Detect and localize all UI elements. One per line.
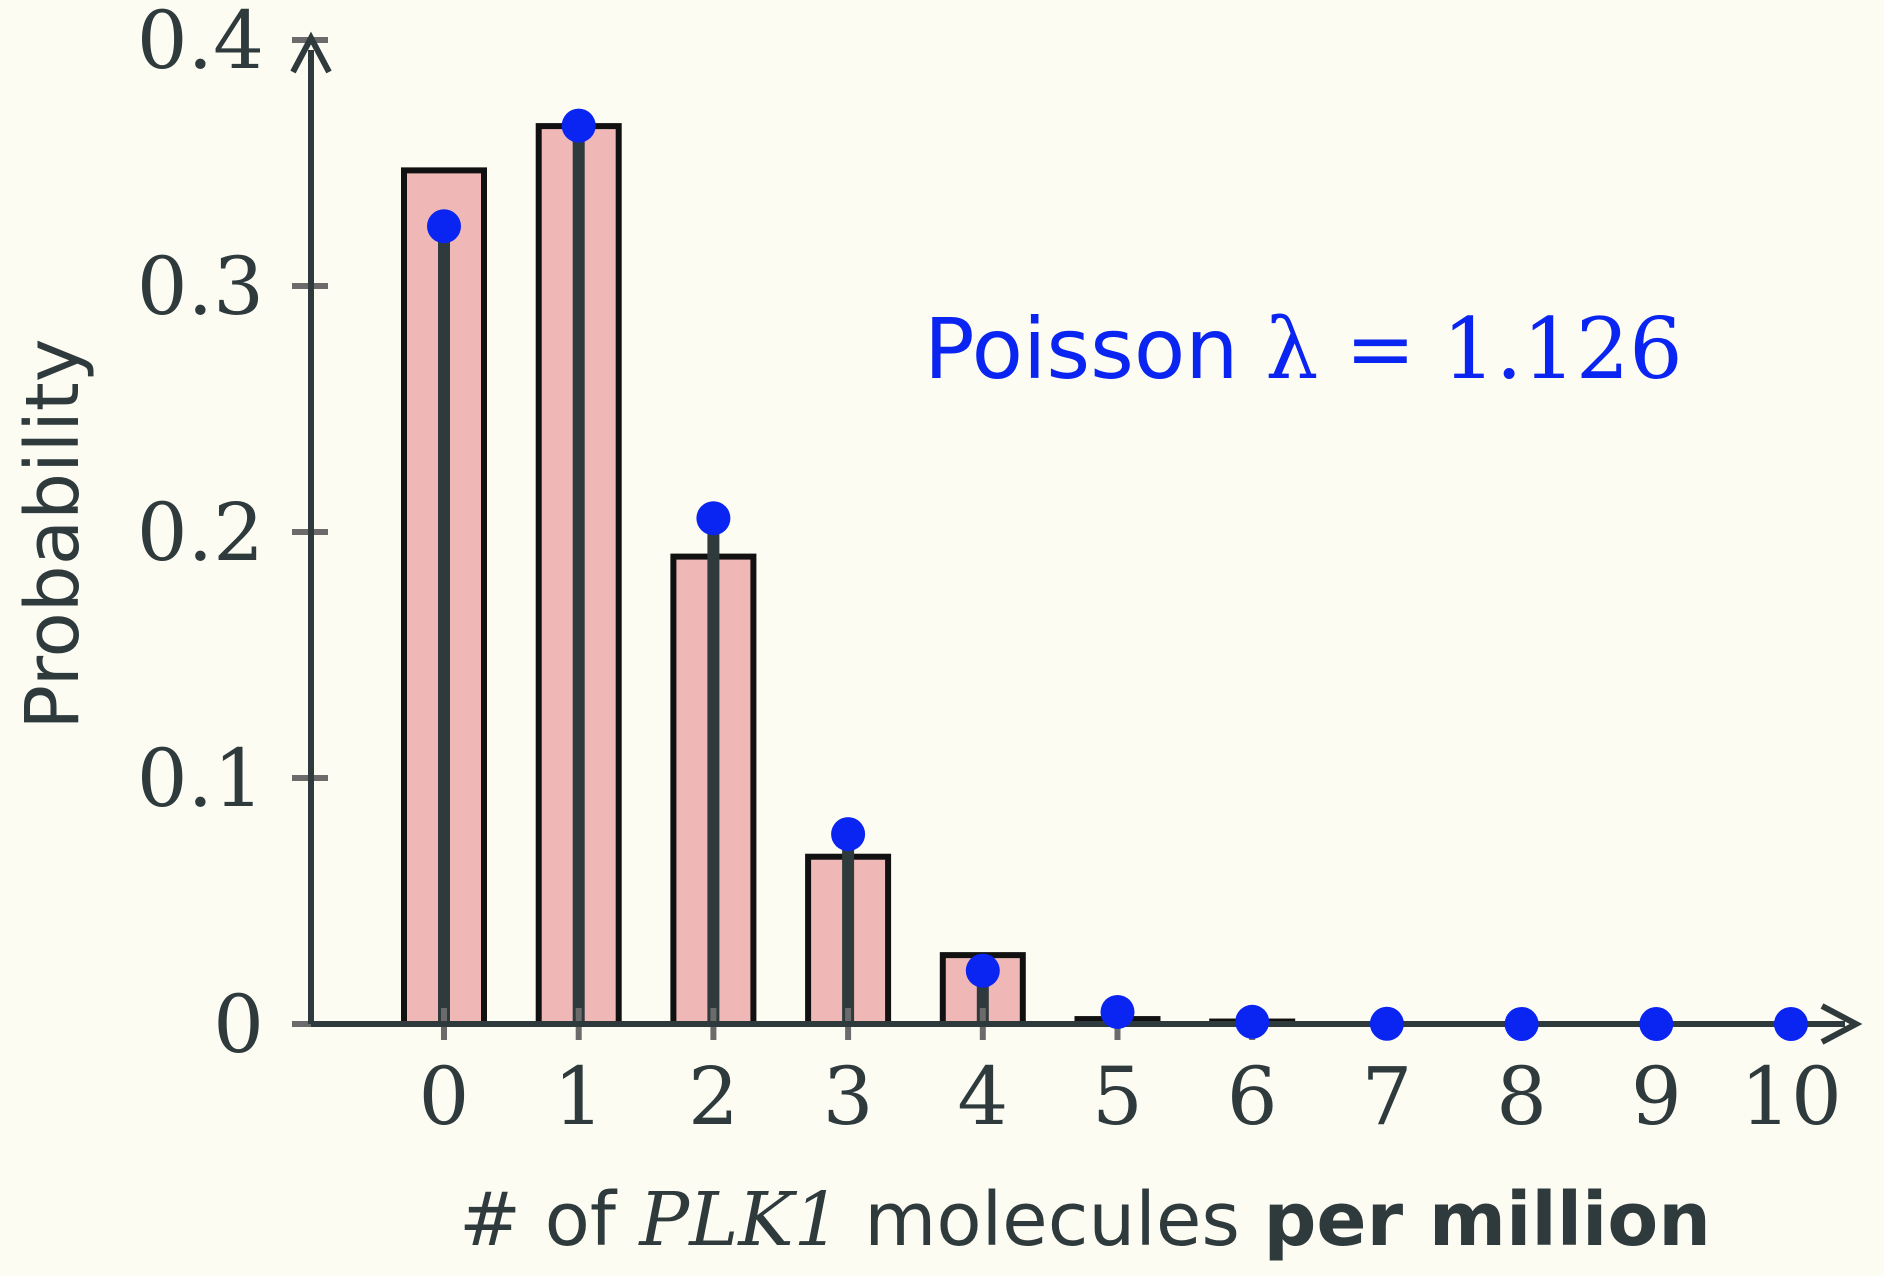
x-tick-label-10: 10	[1740, 1050, 1842, 1143]
marker-1	[561, 108, 596, 143]
x-tick-label-6: 6	[1227, 1050, 1278, 1143]
y-tick-label-0: 0	[213, 978, 264, 1071]
annotation-math: λ = 1.126	[1265, 300, 1683, 398]
annotation-text: Poisson	[924, 300, 1265, 398]
x-tick-label-5: 5	[1092, 1050, 1143, 1143]
x-tick-label-0: 0	[419, 1050, 470, 1143]
x-tick-label-8: 8	[1496, 1050, 1547, 1143]
stem-series	[438, 125, 1393, 1024]
y-tick-label-3: 0.3	[137, 240, 264, 333]
marker-2	[696, 501, 731, 536]
marker-8	[1504, 1007, 1539, 1041]
x-axis-arrow	[1820, 1003, 1863, 1045]
x-tick-label-1: 1	[553, 1050, 604, 1143]
marker-6	[1235, 1004, 1270, 1039]
marker-9	[1639, 1007, 1674, 1041]
x-axis-title: # of PLK1 molecules per million	[459, 1177, 1711, 1263]
y-ticks: 0 0.1 0.2 0.3 0.4	[137, 0, 328, 1071]
x-axis-title-gene: PLK1	[637, 1177, 840, 1263]
x-axis-title-middle: molecules	[841, 1177, 1264, 1263]
y-tick-label-1: 0.1	[137, 732, 264, 825]
x-axis-title-prefix: # of	[459, 1177, 639, 1263]
marker-3	[831, 817, 866, 852]
x-tick-label-7: 7	[1361, 1050, 1412, 1143]
x-tick-label-4: 4	[957, 1050, 1008, 1143]
marker-4	[965, 953, 1000, 988]
y-axis-title: Probability	[10, 338, 96, 729]
y-axis-arrow	[290, 31, 332, 74]
x-axis-title-bold: per million	[1263, 1177, 1711, 1263]
y-tick-label-4: 0.4	[137, 0, 264, 87]
marker-7	[1369, 1006, 1404, 1041]
x-ticks: 0 1 2 3 4 5 6 7 8 9 10	[419, 1008, 1842, 1143]
x-tick-label-2: 2	[688, 1050, 739, 1143]
marker-10	[1774, 1007, 1808, 1041]
y-tick-label-2: 0.2	[137, 486, 264, 579]
x-tick-label-9: 9	[1631, 1050, 1682, 1143]
marker-0	[427, 209, 461, 244]
marker-5	[1100, 994, 1135, 1029]
marker-series	[427, 108, 1808, 1041]
x-tick-label-3: 3	[823, 1050, 874, 1143]
poisson-annotation: Poisson λ = 1.126	[924, 300, 1683, 398]
